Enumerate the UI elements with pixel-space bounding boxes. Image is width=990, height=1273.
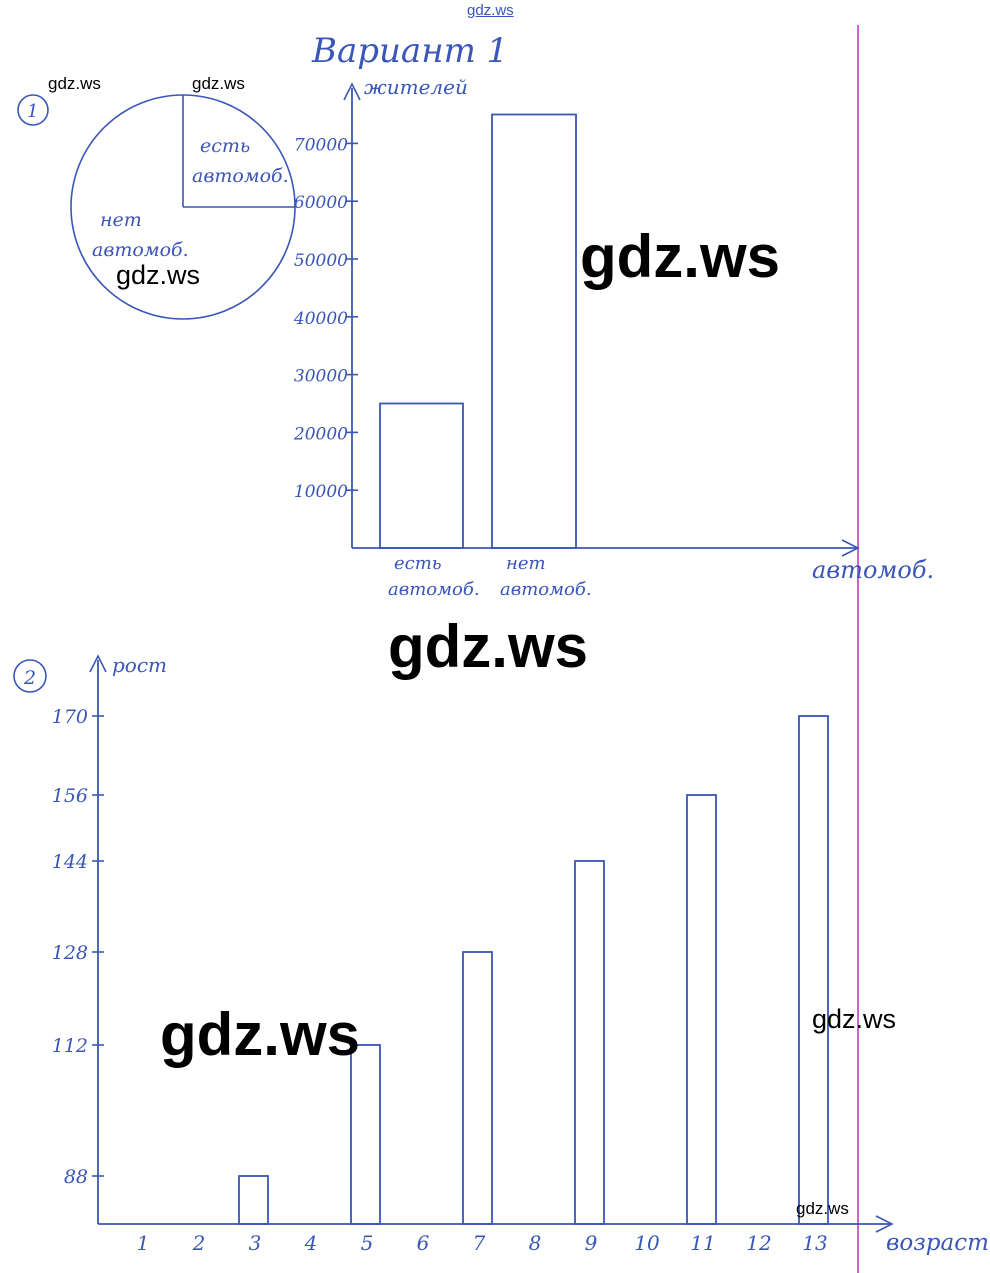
- chart2-x-tick-label: 13: [802, 1231, 827, 1255]
- chart2-x-tick-label: 5: [361, 1231, 374, 1255]
- pie-chart: 1 есть автомоб. нет автомоб.: [17, 94, 296, 320]
- pie-slice-label: автомоб.: [92, 239, 189, 261]
- pie-slice-label: есть: [200, 135, 250, 157]
- chart2-x-arrow: [875, 1215, 894, 1233]
- chart2-bar: [238, 1175, 269, 1225]
- chart1-y-tick-label: 60000: [294, 193, 348, 213]
- chart1-y-tick-label: 70000: [294, 135, 348, 155]
- chart1-y-tick-label: 10000: [294, 482, 348, 502]
- variant-title: Вариант 1: [311, 31, 508, 71]
- chart1-bar: [491, 113, 577, 549]
- chart1-x-category-label: есть: [394, 553, 442, 574]
- chart2-x-tick-label: 2: [192, 1231, 206, 1255]
- chart1-y-axis-label: жителей: [364, 75, 468, 99]
- chart1-x-axis-label: автомоб.: [812, 556, 934, 584]
- chart1-x-category-label: нет: [506, 553, 546, 574]
- chart1-x-category-label: автомоб.: [500, 579, 592, 600]
- chart2-x-tick-label: 12: [746, 1231, 771, 1255]
- bar-chart-cars: жителей автомоб. 10000 20000 30000 40000 500…: [293, 75, 934, 600]
- pie-slice-label: нет: [100, 209, 142, 231]
- chart1-bar: [379, 402, 464, 549]
- task1-number-circle: [17, 94, 49, 126]
- chart2-y-tick-label: 170: [52, 706, 88, 728]
- task1-number: 1: [27, 101, 38, 122]
- chart1-y-tick-label: 20000: [293, 424, 348, 444]
- chart1-y-arrow: [343, 82, 361, 101]
- chart1-y-tick-label: 30000: [294, 367, 348, 387]
- watermark: gdz.ws: [388, 613, 589, 680]
- chart2-y-arrow: [89, 654, 107, 673]
- chart2-bar: [686, 794, 717, 1225]
- chart2-y-tick-label: 128: [52, 942, 88, 964]
- watermark: gdz.ws: [812, 1004, 897, 1034]
- watermark: gdz.ws: [160, 1001, 361, 1068]
- watermark: gdz.ws: [192, 74, 245, 93]
- task2-number-circle: [13, 659, 47, 693]
- chart2-x-tick-label: 11: [690, 1231, 715, 1255]
- chart2-bar: [798, 715, 829, 1225]
- chart2-x-tick-label: 4: [304, 1231, 318, 1255]
- chart1-x-category-label: автомоб.: [388, 579, 480, 600]
- chart2-x-tick-label: 10: [634, 1231, 660, 1255]
- chart1-x-arrow: [841, 539, 860, 557]
- chart2-y-tick-label: 144: [52, 851, 88, 873]
- chart2-y-tick-label: 156: [52, 785, 88, 807]
- chart2-y-tick-label: 112: [52, 1035, 88, 1057]
- chart2-bar: [462, 951, 493, 1225]
- chart2-x-axis-label: возраст: [886, 1230, 989, 1256]
- chart2-x-tick-label: 8: [529, 1231, 542, 1255]
- watermark-top[interactable]: gdz.ws: [467, 2, 514, 19]
- watermark: gdz.ws: [796, 1199, 849, 1218]
- chart2-x-tick-label: 6: [417, 1231, 430, 1255]
- chart2-bar: [574, 860, 605, 1225]
- chart2-bar: [350, 1044, 381, 1225]
- chart1-y-tick-label: 40000: [293, 309, 348, 329]
- watermark: gdz.ws: [116, 260, 201, 290]
- chart2-y-axis-label: рост: [112, 653, 167, 677]
- chart2-x-tick-label: 7: [473, 1231, 486, 1255]
- chart2-x-tick-label: 1: [137, 1231, 150, 1255]
- chart2-x-tick-label: 3: [249, 1231, 262, 1255]
- watermark: gdz.ws: [580, 223, 781, 290]
- task2-number: 2: [23, 667, 36, 689]
- chart2-y-tick-label: 88: [64, 1166, 88, 1188]
- watermark: gdz.ws: [48, 74, 101, 93]
- pie-slice-label: автомоб.: [192, 165, 289, 187]
- chart2-x-tick-label: 9: [585, 1231, 598, 1255]
- chart1-y-tick-label: 50000: [294, 251, 348, 271]
